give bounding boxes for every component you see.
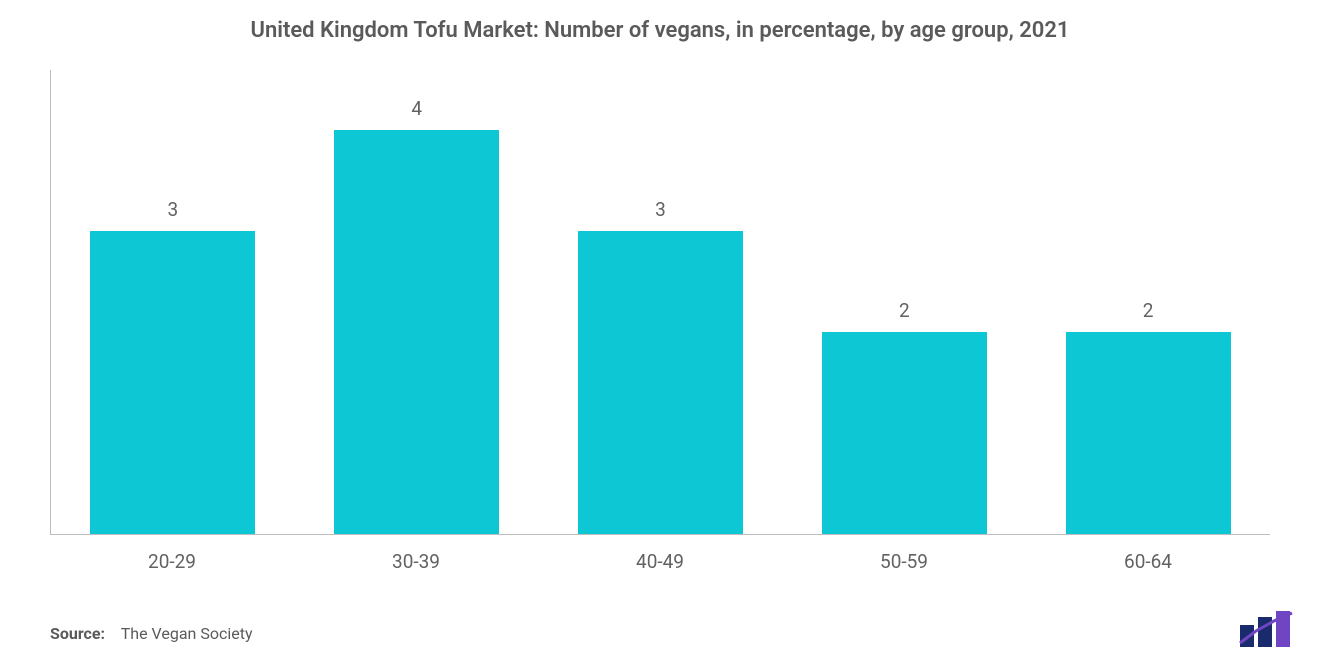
source-footer: Source: The Vegan Society [50, 624, 253, 643]
x-label: 50-59 [782, 550, 1026, 573]
bars-container: 3 4 3 2 2 [51, 70, 1270, 534]
bar-value-label: 3 [655, 198, 666, 221]
bar [334, 130, 499, 534]
source-text: The Vegan Society [121, 624, 253, 643]
x-axis-labels: 20-29 30-39 40-49 50-59 60-64 [50, 550, 1270, 573]
bar-col-0: 3 [51, 198, 295, 534]
bar-value-label: 2 [1143, 299, 1154, 322]
bar [578, 231, 743, 534]
bar-col-1: 4 [295, 97, 539, 534]
brand-logo-icon [1238, 611, 1296, 647]
bar-col-4: 2 [1026, 299, 1270, 534]
bar [1066, 332, 1231, 534]
logo-bar-2 [1258, 617, 1272, 647]
source-label: Source: [50, 624, 105, 643]
bar [90, 231, 255, 534]
bar-col-2: 3 [539, 198, 783, 534]
bar [822, 332, 987, 534]
bar-value-label: 4 [411, 97, 422, 120]
chart-plot-area: 3 4 3 2 2 [50, 70, 1270, 535]
bar-value-label: 3 [168, 198, 179, 221]
x-label: 20-29 [50, 550, 294, 573]
bar-col-3: 2 [782, 299, 1026, 534]
bar-value-label: 2 [899, 299, 910, 322]
x-label: 60-64 [1026, 550, 1270, 573]
x-label: 40-49 [538, 550, 782, 573]
x-label: 30-39 [294, 550, 538, 573]
chart-title: United Kingdom Tofu Market: Number of ve… [0, 0, 1320, 43]
